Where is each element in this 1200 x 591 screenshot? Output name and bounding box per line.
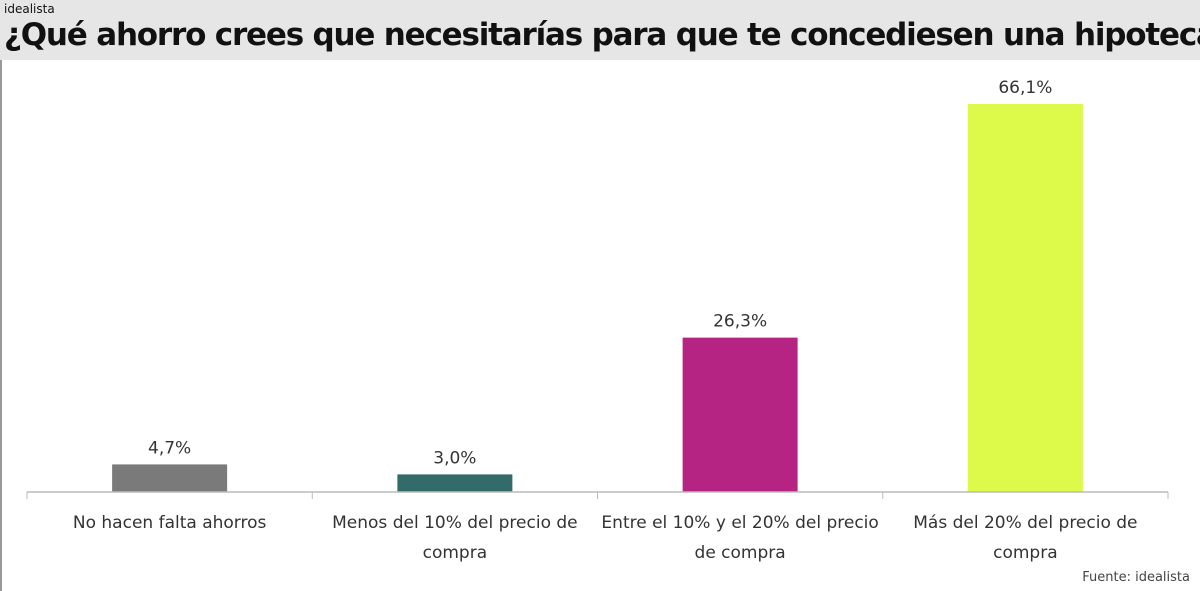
data-label: 26,3% — [713, 312, 767, 332]
data-label: 3,0% — [433, 448, 476, 468]
source-note: Fuente: idealista — [1082, 570, 1190, 585]
x-tick-label: Entre el 10% y el 20% del precio — [601, 513, 878, 533]
data-label: 4,7% — [148, 438, 191, 458]
x-tick-label: No hacen falta ahorros — [73, 513, 267, 533]
left-border — [0, 60, 2, 591]
chart-title: ¿Qué ahorro crees que necesitarías para … — [4, 17, 1200, 53]
header: idealista ¿Qué ahorro crees que necesita… — [0, 0, 1200, 60]
x-tick-label: de compra — [695, 543, 786, 563]
bar — [397, 474, 513, 492]
x-tick-label: compra — [993, 543, 1058, 563]
x-tick-label: compra — [423, 543, 488, 563]
x-tick-label: Más del 20% del precio de — [913, 513, 1137, 533]
bar — [682, 337, 798, 492]
brand-logo: idealista — [4, 2, 55, 16]
bar — [967, 104, 1083, 492]
bar — [112, 464, 228, 492]
x-tick-label: Menos del 10% del precio de — [332, 513, 578, 533]
data-label: 66,1% — [998, 78, 1052, 98]
